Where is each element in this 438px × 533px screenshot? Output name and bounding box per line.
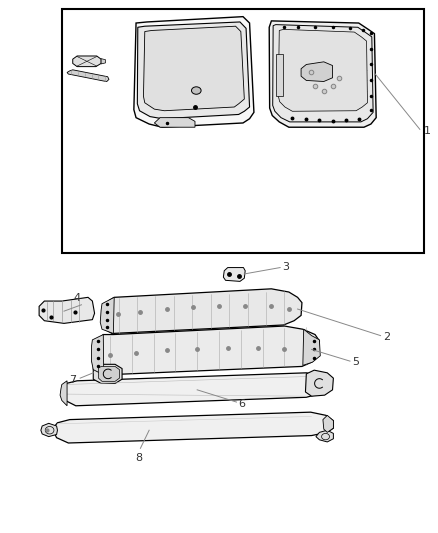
Polygon shape bbox=[303, 329, 320, 366]
Polygon shape bbox=[316, 430, 333, 442]
Ellipse shape bbox=[191, 87, 201, 94]
Polygon shape bbox=[223, 268, 245, 281]
Polygon shape bbox=[305, 370, 333, 396]
Text: 4: 4 bbox=[74, 293, 81, 303]
Polygon shape bbox=[279, 29, 367, 111]
Polygon shape bbox=[41, 423, 57, 437]
Bar bbox=[62, 9, 424, 253]
Polygon shape bbox=[67, 70, 109, 82]
Polygon shape bbox=[101, 59, 106, 64]
Polygon shape bbox=[60, 381, 67, 406]
Polygon shape bbox=[92, 326, 319, 375]
Text: 8: 8 bbox=[135, 453, 142, 463]
Polygon shape bbox=[273, 25, 373, 122]
Polygon shape bbox=[39, 297, 95, 324]
Polygon shape bbox=[93, 365, 122, 383]
Polygon shape bbox=[138, 22, 250, 119]
Polygon shape bbox=[62, 373, 326, 406]
Text: 1: 1 bbox=[424, 126, 430, 136]
Polygon shape bbox=[54, 412, 333, 443]
Polygon shape bbox=[92, 335, 104, 375]
Text: 3: 3 bbox=[283, 262, 290, 271]
Polygon shape bbox=[301, 62, 332, 82]
Polygon shape bbox=[102, 289, 302, 334]
Text: 7: 7 bbox=[70, 375, 77, 385]
Polygon shape bbox=[269, 21, 376, 127]
Polygon shape bbox=[323, 415, 333, 432]
Text: 2: 2 bbox=[383, 332, 390, 342]
Polygon shape bbox=[154, 118, 195, 127]
Polygon shape bbox=[144, 26, 244, 111]
Polygon shape bbox=[99, 367, 120, 381]
Polygon shape bbox=[73, 56, 101, 67]
Polygon shape bbox=[100, 297, 114, 334]
Polygon shape bbox=[134, 17, 254, 127]
Text: 6: 6 bbox=[239, 399, 246, 409]
Text: 5: 5 bbox=[353, 357, 360, 367]
Polygon shape bbox=[276, 54, 283, 96]
